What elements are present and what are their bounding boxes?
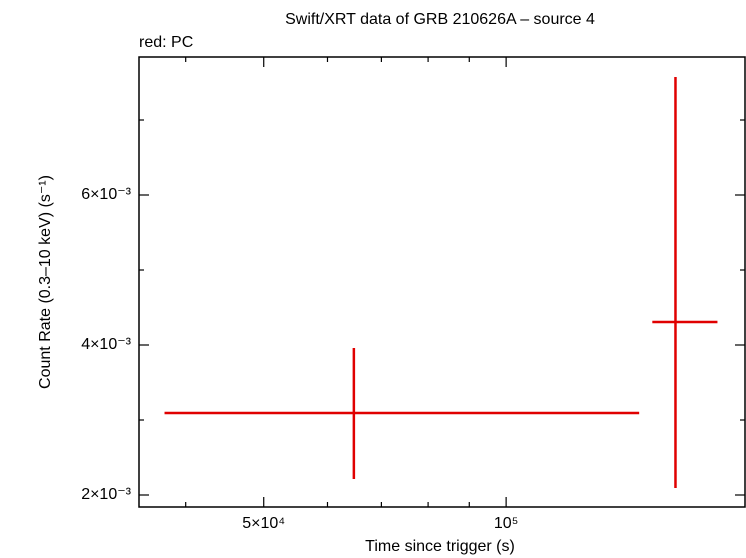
x-axis-label: Time since trigger (s) (365, 538, 515, 555)
y-tick-label: 2×10⁻³ (81, 486, 131, 503)
x-tick-label: 5×10⁴ (242, 515, 285, 532)
chart-title: Swift/XRT data of GRB 210626A – source 4 (285, 11, 595, 28)
y-tick-label: 6×10⁻³ (81, 186, 131, 203)
y-axis-label: Count Rate (0.3–10 keV) (s⁻¹) (37, 175, 54, 389)
chart-subtitle: red: PC (139, 34, 193, 51)
x-tick-label: 10⁵ (494, 515, 518, 532)
y-tick-label: 4×10⁻³ (81, 336, 131, 353)
plot-frame (138, 56, 746, 508)
